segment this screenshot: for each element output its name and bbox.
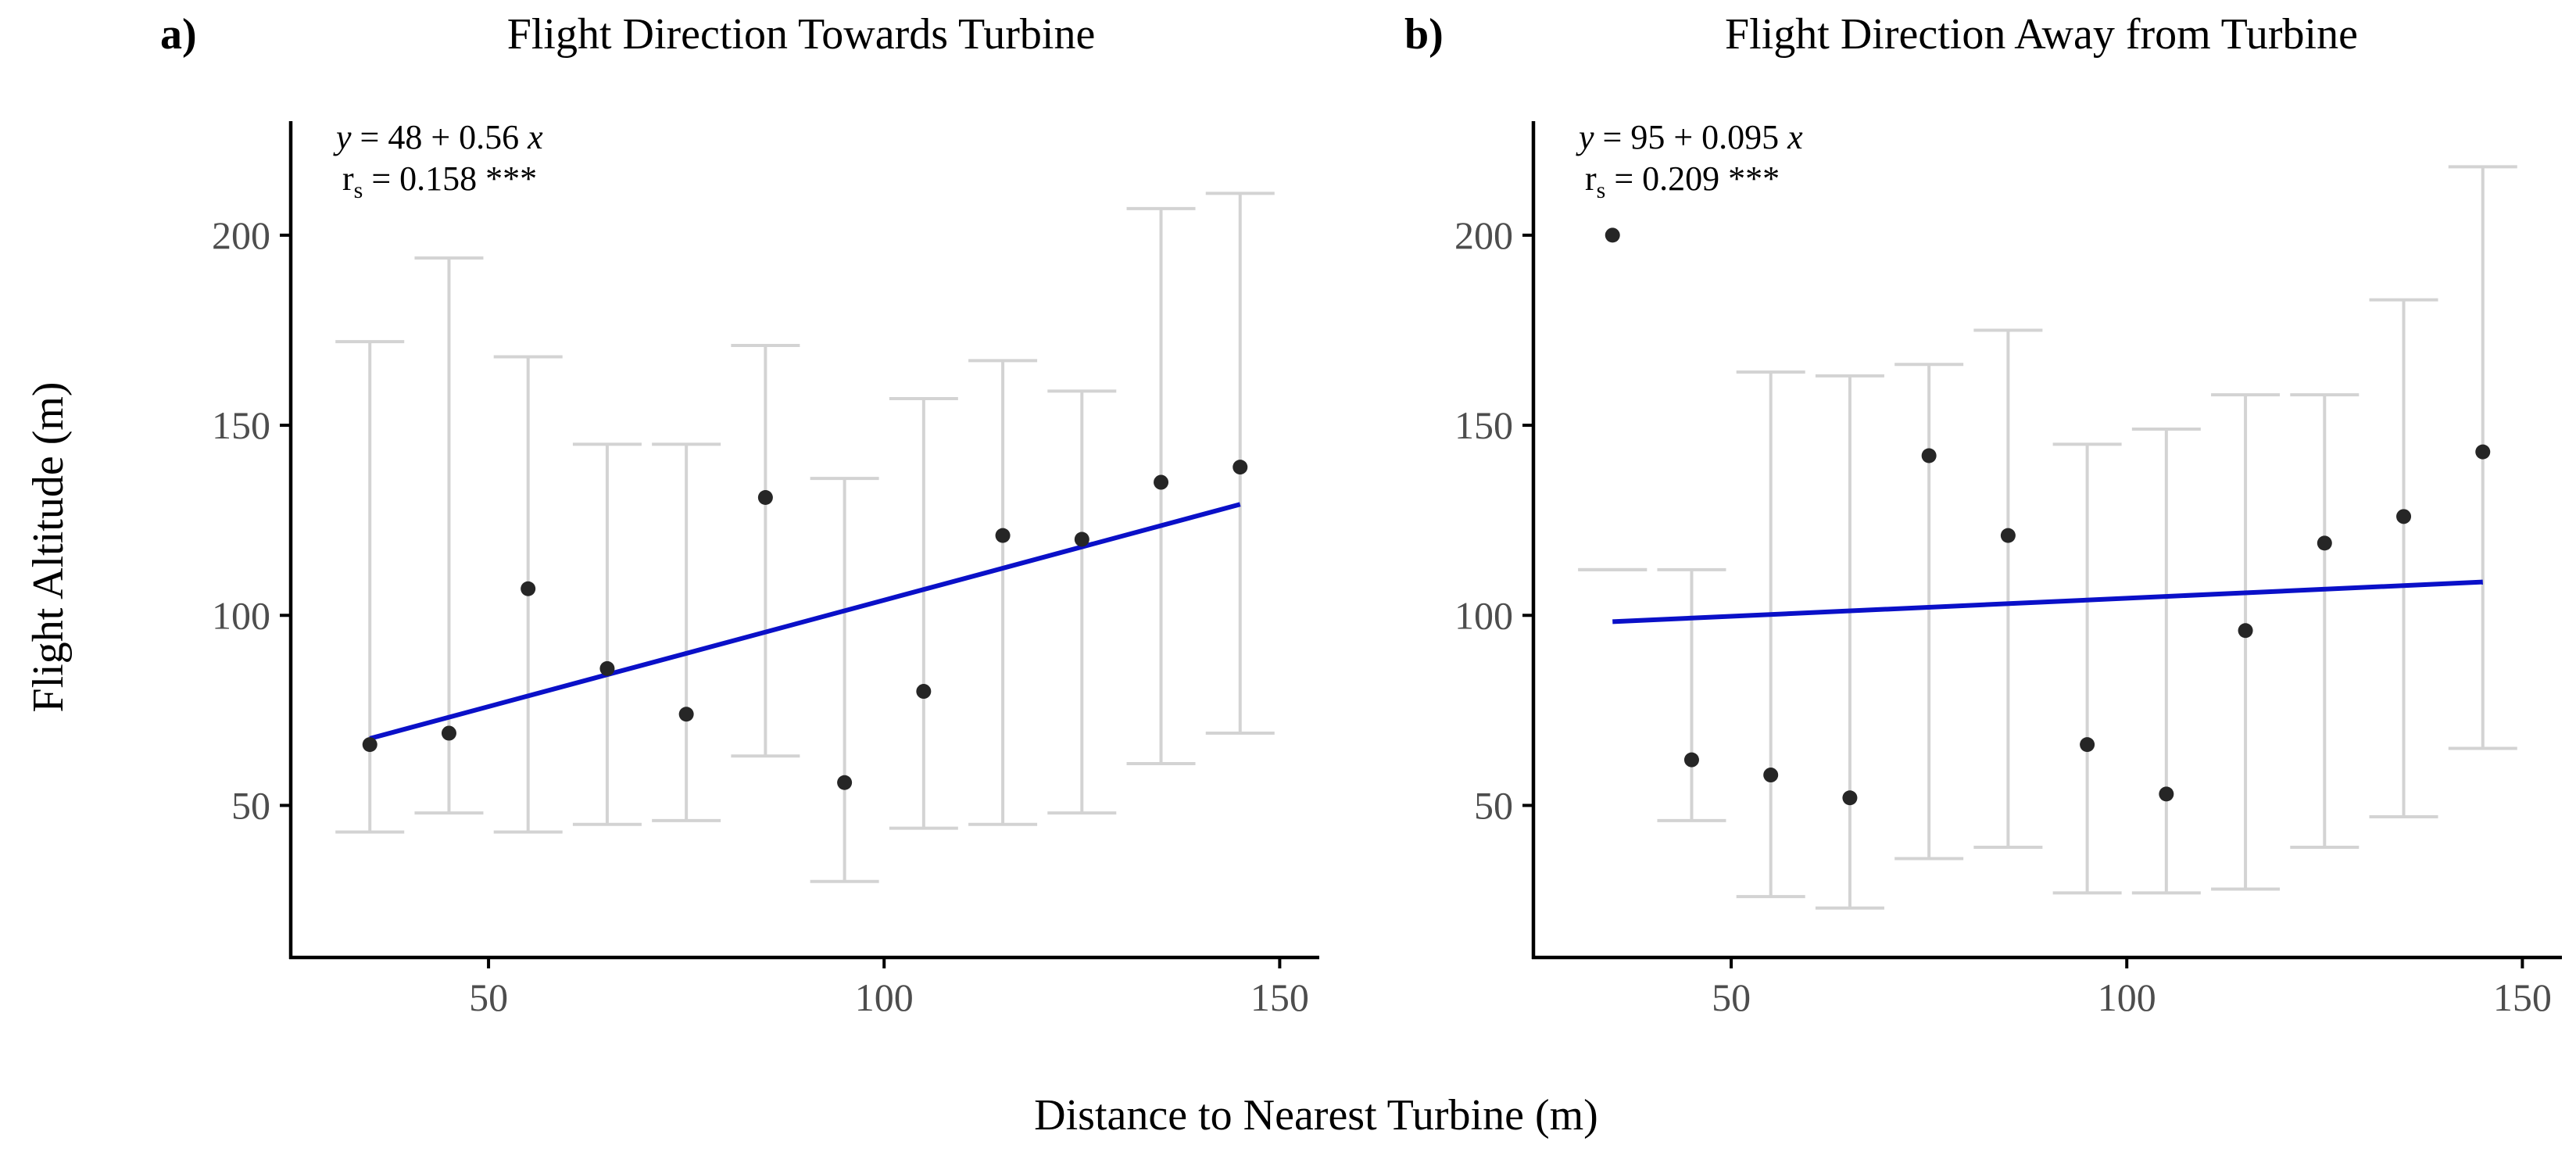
panel-a-data-point: [362, 737, 377, 753]
panel-a-equation-x: x: [527, 118, 543, 156]
panel-a-plot-area: 50 100 150 50 100 150 200: [212, 121, 1319, 1019]
panel-a-data-point: [599, 660, 615, 676]
panel-b-data-point: [1763, 768, 1779, 783]
panel-a-equation-body: = 48 + 0.56: [352, 118, 528, 156]
panel-a-equation-y: y: [333, 118, 352, 156]
panel-a-data-point: [916, 684, 932, 700]
panel-b-equation-body: = 95 + 0.095: [1594, 118, 1788, 156]
panel-b-data-point: [2159, 786, 2174, 802]
panel-b-y-tick-label: 200: [1454, 213, 1513, 257]
panel-a-x-tick-label: 100: [855, 975, 914, 1019]
panel-b-data-point: [2396, 509, 2412, 524]
panel-b-y-tick-label: 100: [1454, 593, 1513, 637]
panel-b-letter: b): [1404, 10, 1444, 59]
panel-b-rs-value: = 0.209 ***: [1605, 159, 1780, 198]
panel-a-data-point: [441, 725, 456, 741]
panel-b-data-point: [2080, 737, 2095, 753]
panel-a-fit-line: [369, 502, 1241, 741]
panel-a-data-point: [1233, 460, 1248, 475]
panel-a-data-point: [837, 775, 853, 790]
panel-a-data-point: [995, 528, 1011, 543]
panel-a-rs-r: r: [342, 159, 354, 198]
panel-b-data-point: [2000, 528, 2016, 543]
panel-b-rs: rs = 0.209 ***: [1585, 159, 1780, 203]
panel-a-rs-value: = 0.158 ***: [363, 159, 537, 198]
panel-a-rs-sub: s: [354, 177, 363, 203]
panel-b-fit-line: [1612, 579, 2483, 625]
panel-b-equation-y: y: [1576, 118, 1594, 156]
panel-a-x-tick-label: 50: [469, 975, 508, 1019]
panel-a-data-point: [1154, 474, 1169, 490]
panel-b-y-tick-label: 150: [1454, 403, 1513, 447]
panel-a-y-tick-label: 100: [212, 593, 270, 637]
panel-b-data-point: [2238, 623, 2253, 639]
panel-a-letter: a): [160, 10, 197, 59]
panel-b-plot-area: 50 100 150 50 100 150 200: [1454, 121, 2562, 1019]
panel-a-title: Flight Direction Towards Turbine: [507, 10, 1096, 59]
panel-b-data-point: [1605, 227, 1620, 243]
panel-b-equation-x: x: [1787, 118, 1803, 156]
panel-a-x-tick-label: 150: [1250, 975, 1309, 1019]
panel-b-rs-r: r: [1585, 159, 1597, 198]
panel-b-data-point: [1921, 448, 1937, 463]
panel-a-data-point: [757, 490, 773, 505]
panel-a-rs: rs = 0.158 ***: [342, 159, 537, 203]
panel-b-y-tick-label: 50: [1474, 783, 1513, 827]
panel-a-equation: y = 48 + 0.56 x: [333, 118, 543, 156]
panel-a-y-tick-label: 150: [212, 403, 270, 447]
panel-a-data-point: [678, 707, 694, 722]
panel-b-x-tick-label: 50: [1712, 975, 1751, 1019]
panel-b-x-tick-label: 100: [2098, 975, 2156, 1019]
panel-a-y-tick-label: 50: [231, 783, 270, 827]
x-axis-title: Distance to Nearest Turbine (m): [1034, 1091, 1598, 1140]
panel-b-data-point: [1842, 790, 1858, 806]
panel-b-rs-sub: s: [1597, 177, 1606, 203]
panel-b-data-point: [1683, 752, 1699, 768]
panel-b-x-tick-label: 150: [2493, 975, 2552, 1019]
panel-b-title: Flight Direction Away from Turbine: [1725, 10, 2358, 59]
panel-b-data-point: [2317, 535, 2332, 551]
y-axis-title: Flight Altitude (m): [24, 381, 73, 712]
panel-a-data-point: [1074, 531, 1089, 547]
panel-b-equation: y = 95 + 0.095 x: [1576, 118, 1803, 156]
panel-a-y-tick-label: 200: [212, 213, 270, 257]
panel-a-data-point: [521, 581, 536, 596]
panel-a: a) Flight Direction Towards Turbine y = …: [160, 10, 1319, 1019]
panel-b: b) Flight Direction Away from Turbine y …: [1404, 10, 2562, 1019]
panel-b-data-point: [2475, 444, 2491, 460]
